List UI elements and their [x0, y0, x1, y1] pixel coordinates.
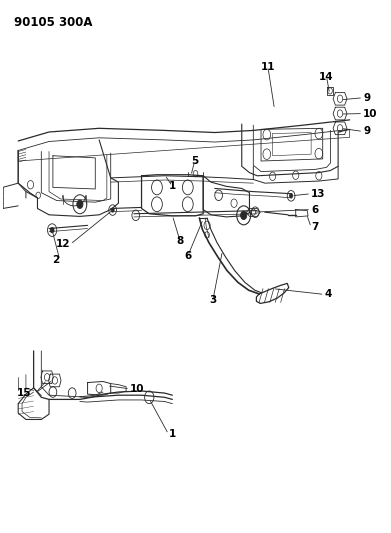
Text: 11: 11 [261, 62, 275, 72]
Text: 8: 8 [176, 236, 184, 246]
Text: 9: 9 [363, 126, 370, 136]
Text: 14: 14 [319, 71, 334, 82]
Text: 13: 13 [311, 189, 326, 199]
Text: 10: 10 [363, 109, 378, 118]
Text: 5: 5 [191, 156, 198, 166]
Circle shape [290, 193, 292, 198]
Text: 3: 3 [209, 295, 217, 305]
Text: 6: 6 [184, 251, 192, 261]
Text: 9: 9 [363, 93, 370, 103]
Text: 2: 2 [52, 255, 60, 265]
Text: 10: 10 [130, 384, 144, 394]
Text: 6: 6 [311, 205, 318, 215]
Circle shape [240, 211, 247, 220]
Text: 90105 300A: 90105 300A [14, 16, 93, 29]
Text: 12: 12 [56, 239, 70, 249]
Text: 15: 15 [17, 388, 32, 398]
Text: 4: 4 [325, 289, 332, 300]
Text: 7: 7 [311, 222, 319, 232]
Circle shape [50, 228, 54, 233]
Circle shape [111, 208, 114, 212]
Text: 1: 1 [169, 181, 176, 191]
Circle shape [77, 200, 83, 208]
Text: 1: 1 [169, 429, 176, 439]
